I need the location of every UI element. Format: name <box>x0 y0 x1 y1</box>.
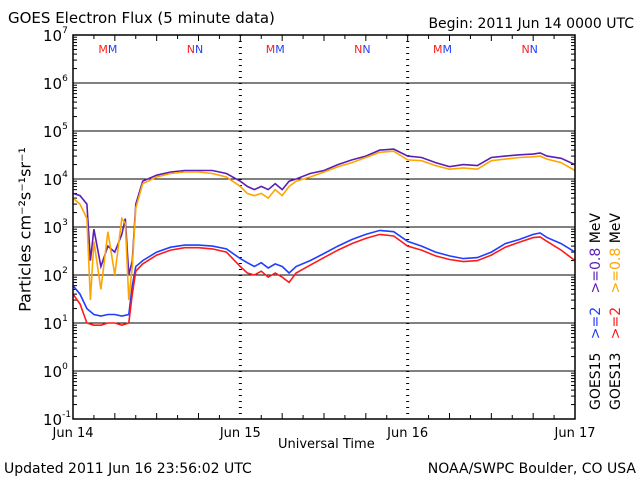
series-line-goes15-2-mev <box>72 229 576 317</box>
satellite-marker: NN <box>187 43 203 56</box>
updated-time: Updated 2011 Jun 16 23:56:02 UTC <box>4 461 252 477</box>
satellite-marker: NN <box>354 43 370 56</box>
x-tick-label: Jun 15 <box>219 426 261 441</box>
plot-frame <box>72 34 576 420</box>
source-label: NOAA/SWPC Boulder, CO USA <box>427 461 636 477</box>
satellite-marker: MM <box>98 43 117 56</box>
begin-time: Begin: 2011 Jun 14 0000 UTC <box>428 16 634 32</box>
legend-goes13: GOES13 >=2 >=0.8 MeV <box>608 213 624 410</box>
x-tick-label: Jun 14 <box>52 426 94 441</box>
satellite-marker: MM <box>266 43 285 56</box>
y-tick-label: 104 <box>43 170 68 189</box>
satellite-marker: MM <box>433 43 452 56</box>
y-tick-label: 105 <box>43 122 68 141</box>
x-tick-label: Jun 17 <box>554 426 596 441</box>
y-tick-label: 100 <box>43 362 68 381</box>
satellite-marker: NN <box>521 43 537 56</box>
y-tick-label: 103 <box>43 218 68 237</box>
y-tick-label: 101 <box>43 314 68 333</box>
series-line-goes13-0-8-mev <box>72 150 576 301</box>
series-line-goes15-0-8-mev <box>72 148 576 276</box>
legend-goes15: GOES15 >=2 >=0.8 MeV <box>588 213 604 410</box>
chart-title: GOES Electron Flux (5 minute data) <box>8 9 275 27</box>
x-axis-label: Universal Time <box>278 437 375 452</box>
y-tick-label: 102 <box>43 266 68 285</box>
x-tick-label: Jun 16 <box>386 426 428 441</box>
series-line-goes13-2-mev <box>72 233 576 327</box>
y-tick-label: 106 <box>43 74 68 93</box>
y-tick-label: 107 <box>43 26 68 45</box>
